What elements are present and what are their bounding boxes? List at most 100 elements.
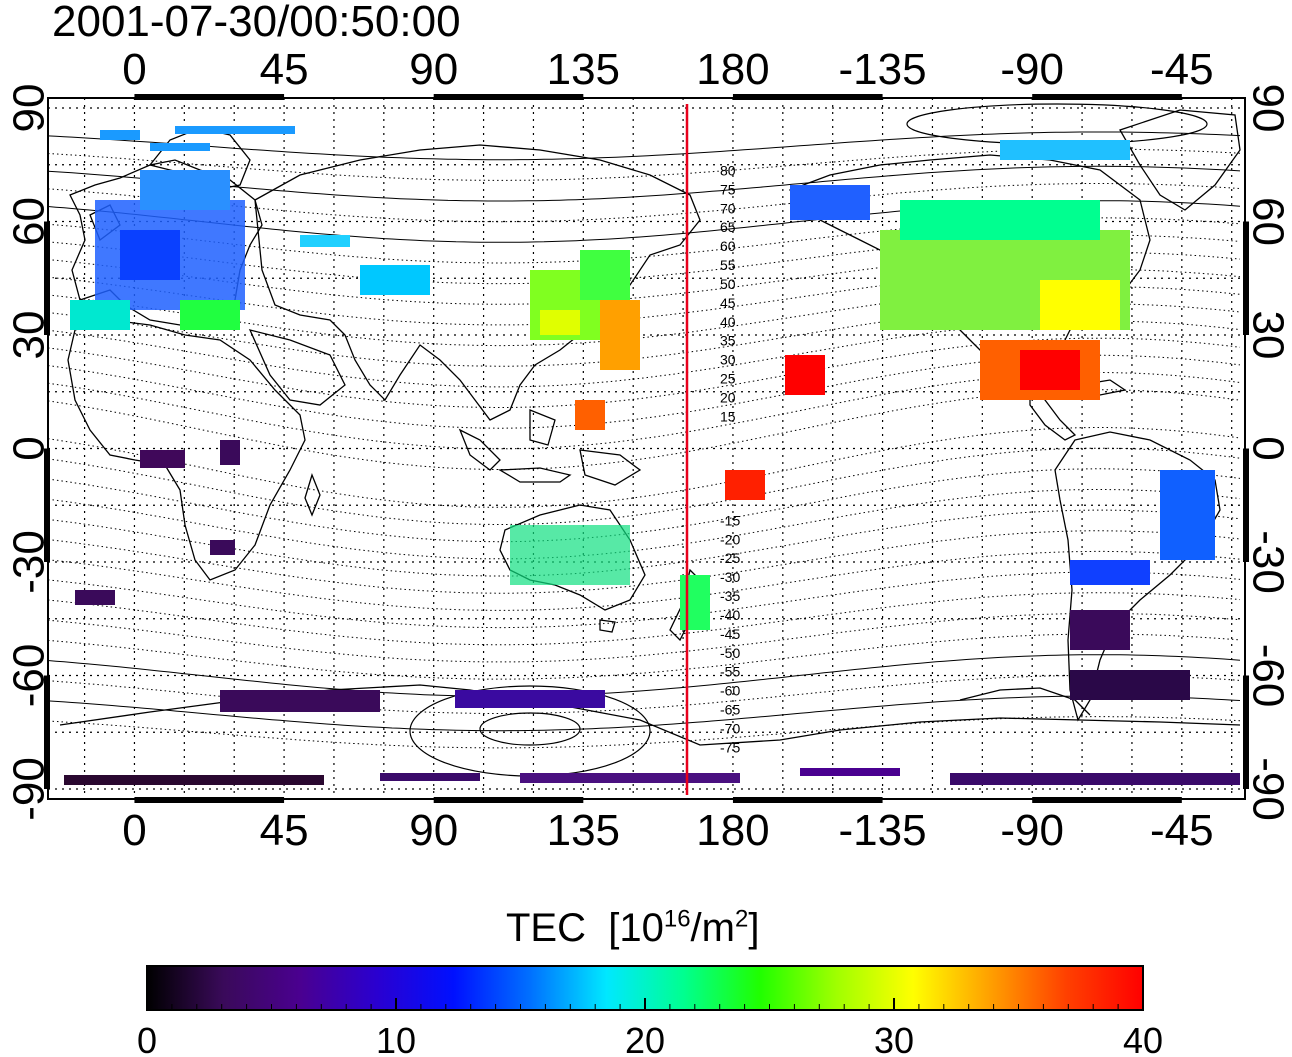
contour-label: -70 (720, 720, 740, 736)
lat-label-right: -30 (1243, 530, 1292, 594)
lon-label-top: -135 (839, 45, 927, 94)
lon-label-bottom: 90 (409, 806, 458, 855)
lon-label-top: 90 (409, 45, 458, 94)
colorbar-tick-label: 40 (1123, 1020, 1163, 1057)
colorbar-ticks: 0 10 20 30 40 (137, 998, 1163, 1057)
lat-label-left: 30 (5, 311, 54, 360)
contour-label: 35 (720, 333, 736, 349)
lat-label-right: 90 (1243, 84, 1292, 133)
contour-label: -30 (720, 569, 740, 585)
lon-label-top: 45 (260, 45, 309, 94)
colorbar-unit-base: 10 (619, 906, 664, 950)
lat-label-right: 0 (1243, 436, 1292, 460)
contour-line (48, 251, 1241, 305)
lon-label-bottom: -45 (1150, 806, 1214, 855)
right-tick-bar (1243, 448, 1249, 562)
lat-label-right: 30 (1243, 311, 1292, 360)
colorbar-tick-label: 20 (625, 1020, 665, 1057)
lat-label-left: 0 (5, 436, 54, 460)
colorbar-unit-exp: 16 (663, 905, 691, 933)
colorbar-unit-mid: /m (690, 906, 735, 950)
lat-label-left: 90 (5, 84, 54, 133)
lon-label-top: 135 (547, 45, 620, 94)
contour-label: 15 (720, 408, 736, 424)
contour-label: 65 (720, 219, 736, 235)
lon-label-top: -90 (1000, 45, 1064, 94)
contour-label: -60 (720, 683, 740, 699)
colorbar-title: TEC [1016/m2] (506, 905, 760, 950)
bottom-tick-bar (1032, 797, 1182, 803)
top-tick-bar (433, 94, 584, 100)
colorbar-tick-label: 30 (874, 1020, 914, 1057)
lon-label-bottom: 0 (122, 806, 146, 855)
contour-label: 45 (720, 295, 736, 311)
colorbar-tick-label: 10 (376, 1020, 416, 1057)
lat-label-left: 60 (5, 197, 54, 246)
lon-label-bottom: -135 (839, 806, 927, 855)
lon-label-top: -45 (1150, 45, 1214, 94)
contour-label: 40 (720, 314, 736, 330)
lat-label-right: -60 (1243, 644, 1292, 708)
left-tick-bar (44, 221, 50, 335)
contour-label: -20 (720, 531, 740, 547)
contour-label: 70 (720, 200, 736, 216)
contour-label: -45 (720, 626, 740, 642)
contour-label: 55 (720, 257, 736, 273)
contour-label: 60 (720, 238, 736, 254)
lon-label-bottom: 45 (260, 806, 309, 855)
frame-ticks (44, 94, 1249, 803)
left-tick-bar (44, 675, 50, 789)
contour-ring (479, 712, 581, 746)
tec-data-pixels (64, 126, 1240, 785)
map-timestamp: 2001-07-30/00:50:00 (52, 0, 461, 46)
lat-label-left: -30 (5, 530, 54, 594)
colorbar-unit-exp2: 2 (734, 905, 749, 933)
contour-label: -75 (720, 739, 740, 755)
bottom-tick-bar (732, 797, 883, 803)
contour-label: 80 (720, 162, 736, 178)
contour-line (48, 695, 1241, 732)
contour-label: 20 (720, 389, 736, 405)
contour-line (48, 447, 1241, 525)
contour-labels: 80 75 70 65 60 55 50 45 40 35 30 25 20 15 -15 -20 -25 -30… (720, 162, 740, 755)
contour-label: -50 (720, 645, 740, 661)
contour-label: -15 (720, 512, 740, 528)
bottom-tick-bar (134, 797, 285, 803)
top-tick-bar (732, 94, 883, 100)
lon-label-bottom: 135 (547, 806, 620, 855)
contour-line (48, 654, 1241, 697)
contour-line (48, 303, 1241, 367)
contour-line (48, 716, 1241, 749)
contour-label: -40 (720, 607, 740, 623)
contour-line (48, 550, 1241, 611)
contour-label: -25 (720, 550, 740, 566)
contour-line (48, 530, 1241, 594)
bottom-tick-bar (433, 797, 584, 803)
left-tick-bar (44, 448, 50, 562)
lon-label-top: 0 (122, 45, 146, 94)
contour-line (48, 592, 1241, 646)
contour-line (48, 468, 1241, 543)
lat-label-left: -60 (5, 644, 54, 708)
top-tick-bar (1032, 94, 1182, 100)
lat-label-left: -90 (5, 757, 54, 821)
contour-label: 30 (720, 352, 736, 368)
contour-line (48, 131, 1241, 161)
lat-label-right: 60 (1243, 197, 1292, 246)
contour-line (48, 165, 1241, 202)
lat-label-right: -90 (1243, 757, 1292, 821)
contour-label: -55 (720, 664, 740, 680)
lon-label-bottom: -90 (1000, 806, 1064, 855)
right-tick-bar (1243, 221, 1249, 335)
axis-labels: 0 45 90 135 180 -135 -90 -450 45 90 135 180 -135 -90-… (5, 45, 1292, 855)
contour-label: -65 (720, 702, 740, 718)
right-tick-bar (1243, 675, 1249, 789)
contour-label: 75 (720, 181, 736, 197)
contour-label: 50 (720, 276, 736, 292)
colorbar-title-name: TEC (506, 906, 586, 950)
contour-label: -35 (720, 588, 740, 604)
lon-label-top: 180 (696, 45, 769, 94)
colorbar-tick-label: 0 (137, 1020, 157, 1057)
top-tick-bar (134, 94, 285, 100)
